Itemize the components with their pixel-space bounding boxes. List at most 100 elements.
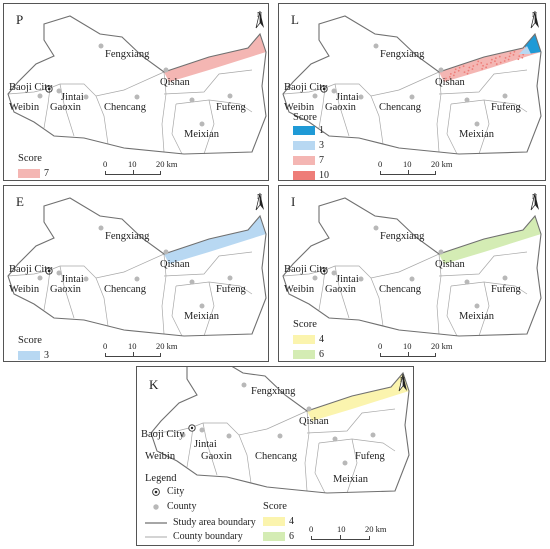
score-speck-10 [490,58,493,61]
county-boundary [370,95,384,145]
county-boundary [43,87,51,129]
north-arrow-label: N [257,11,263,19]
scale-label-0: 0 [309,524,314,534]
county-marker [342,460,348,466]
legend-swatch [293,350,315,360]
label-baoji: Baoji City [9,82,53,93]
county-boundary [238,434,252,484]
score-speck-10 [503,60,506,62]
county-boundary [282,253,440,279]
score-speck-10 [482,64,484,67]
north-arrow-icon [535,11,539,28]
county-marker [306,406,312,412]
county-boundary [346,438,358,494]
county-marker [227,275,233,281]
north-arrow-label: N [532,193,538,201]
city-marker-core [322,269,326,273]
label-fengxiang: Fengxiang [105,231,150,242]
label-baoji: Baoji City [141,429,185,440]
county-marker [502,93,508,99]
panel-letter: E [16,194,24,209]
legend-item: 7 [18,168,49,179]
study-area-boundary [7,197,267,337]
county-marker [83,94,89,100]
county-boundary [161,71,167,153]
label-fufeng: Fufeng [491,102,521,113]
county-boundary [306,408,396,434]
map-svg [282,10,542,155]
map-panel-i: I N Fengxiang Qishan Baoji City Jintai W… [278,185,546,362]
legend-county-symbol [153,504,159,510]
county-marker [358,94,364,100]
north-arrow-label: N [400,376,406,384]
county-marker [83,276,89,282]
scale-label-10: 10 [337,524,346,534]
study-area-fill [8,198,266,336]
county-boundary [438,251,528,277]
label-jintai: Jintai [61,92,84,103]
county-marker [180,432,186,438]
county-marker [464,279,470,285]
map-basemap [282,10,542,155]
label-meixian: Meixian [184,311,219,322]
county-marker [358,276,364,282]
county-marker [502,275,508,281]
label-baoji: Baoji City [9,264,53,275]
legend-symbols [145,488,167,538]
legend-label: 1 [319,125,324,136]
county-marker [163,249,169,255]
score-speck-10 [472,65,475,67]
city-marker-core [190,426,194,430]
county-marker [331,88,337,94]
legend-item: 6 [263,531,294,542]
scale-label-0: 0 [378,159,383,169]
county-boundary [150,410,308,436]
county-boundary [314,442,326,494]
legend-swatch [293,141,315,151]
label-weibin: Weibin [284,284,315,295]
county-marker [409,94,415,100]
legend-item: 1 [293,125,324,136]
county-marker [227,93,233,99]
label-chencang: Chencang [104,102,146,113]
score-speck-10 [513,50,516,53]
label-meixian: Meixian [184,129,219,140]
north-arrow-icon [260,193,264,210]
county-marker [464,97,470,103]
map-svg [7,192,267,337]
score-patch-3 [519,46,531,54]
label-qishan: Qishan [160,259,190,270]
city-marker-core [322,87,326,91]
score-speck-10 [449,72,452,75]
county-marker [56,270,62,276]
study-area-fill [8,16,266,154]
legend-swatch [263,517,285,527]
map-svg [7,10,267,155]
county-marker [199,427,205,433]
label-baoji: Baoji City [284,264,328,275]
score-speck-10 [481,67,484,70]
label-fengxiang: Fengxiang [105,49,150,60]
county-marker [474,121,480,127]
county-marker [37,93,43,99]
north-arrow-icon-half [530,192,536,211]
legend-swatch [293,171,315,180]
county-marker [134,94,140,100]
score-speck-10 [495,63,498,65]
map-layer [7,15,267,155]
city-marker-core [47,269,51,273]
legend-title: Score [18,153,42,164]
score-speck-10 [445,77,447,80]
county-boundary [171,103,183,155]
county-marker [409,276,415,282]
score-speck-10 [517,58,520,61]
county-boundary [304,410,310,492]
label-chencang: Chencang [379,102,421,113]
county-boundary [478,99,490,155]
label-fengxiang: Fengxiang [251,386,296,397]
panel-letter: K [149,377,159,392]
north-arrow-icon [535,193,539,210]
score-speck-10 [462,65,465,68]
legend-label: 6 [319,349,324,360]
score-speck-10 [471,68,474,70]
